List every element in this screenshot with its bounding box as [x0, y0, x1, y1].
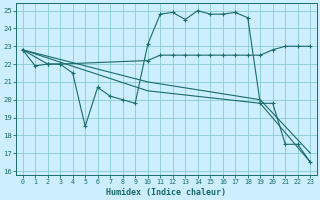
X-axis label: Humidex (Indice chaleur): Humidex (Indice chaleur)	[107, 188, 227, 197]
